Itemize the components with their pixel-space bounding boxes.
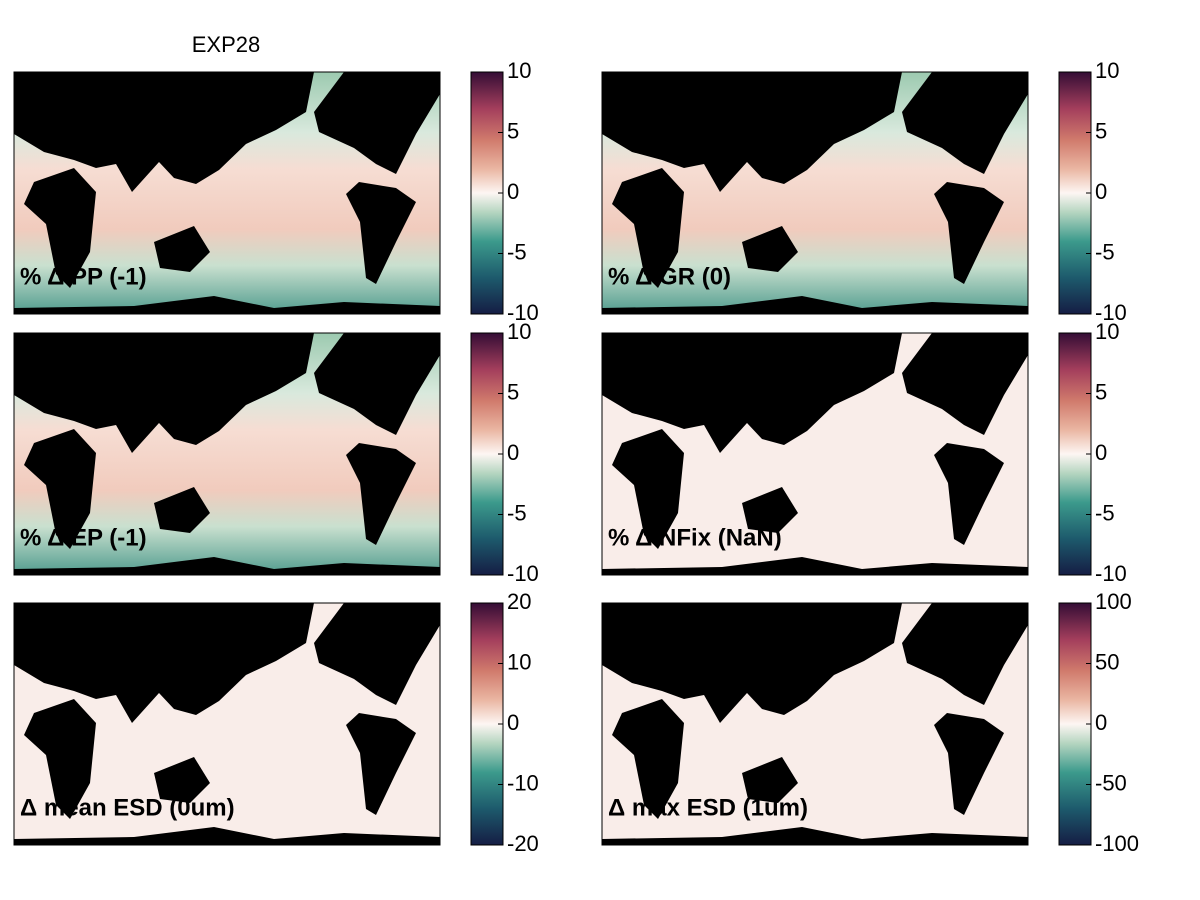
panel-label: Δ mean ESD (0um) [20, 794, 235, 821]
colorbar-tick-label: -20 [507, 831, 539, 856]
colorbar-tick-label: 5 [1095, 118, 1107, 143]
colorbar-tick-label: -10 [507, 770, 539, 795]
colorbar-tick-label: -5 [1095, 500, 1115, 525]
colorbar-tick-label: -10 [507, 561, 539, 586]
panel-label: % Δ GR (0) [608, 263, 731, 290]
map-frame [13, 332, 441, 576]
colorbar-tick-label: -10 [507, 300, 539, 325]
colorbar [470, 71, 504, 315]
colorbar-tick-label: 5 [1095, 379, 1107, 404]
colorbar-tick-label: 5 [507, 118, 519, 143]
colorbar-tick-label: 0 [1095, 440, 1107, 465]
colorbar-tick-label: 20 [507, 589, 531, 614]
colorbar-tick-label: 0 [507, 440, 519, 465]
colorbar-tick-label: 100 [1095, 589, 1132, 614]
map-frame [601, 332, 1029, 576]
colorbar-tick-label: 50 [1095, 649, 1119, 674]
map-frame [13, 602, 441, 846]
panel-label: % Δ EP (-1) [20, 524, 147, 551]
colorbar-tick-label: 5 [507, 379, 519, 404]
colorbar [1058, 602, 1092, 846]
panel-label: % Δ PP (-1) [20, 263, 147, 290]
map-frame [601, 602, 1029, 846]
colorbar-tick-label: 10 [1095, 58, 1119, 83]
map-frame [13, 71, 441, 315]
colorbar-tick-label: -5 [1095, 239, 1115, 264]
panel-label: % Δ NFix (NaN) [608, 524, 782, 551]
colorbar-tick-label: 10 [507, 649, 531, 674]
colorbar-tick-label: 0 [1095, 179, 1107, 204]
colorbar-tick-label: -100 [1095, 831, 1139, 856]
colorbar-tick-label: 10 [1095, 319, 1119, 344]
colorbar [470, 332, 504, 576]
map-frame [601, 71, 1029, 315]
colorbar-tick-label: 10 [507, 58, 531, 83]
colorbar-tick-label: -5 [507, 500, 527, 525]
colorbar [470, 602, 504, 846]
colorbar-tick-label: -50 [1095, 770, 1127, 795]
colorbar-tick-label: 0 [507, 179, 519, 204]
figure-title: EXP28 [192, 32, 261, 57]
colorbar-tick-label: -5 [507, 239, 527, 264]
panel-label: Δ max ESD (1um) [608, 794, 808, 821]
colorbar-tick-label: 10 [507, 319, 531, 344]
colorbar-tick-label: 0 [1095, 710, 1107, 735]
colorbar-tick-label: 0 [507, 710, 519, 735]
colorbar-tick-label: -10 [1095, 300, 1127, 325]
colorbar-tick-label: -10 [1095, 561, 1127, 586]
colorbar [1058, 332, 1092, 576]
